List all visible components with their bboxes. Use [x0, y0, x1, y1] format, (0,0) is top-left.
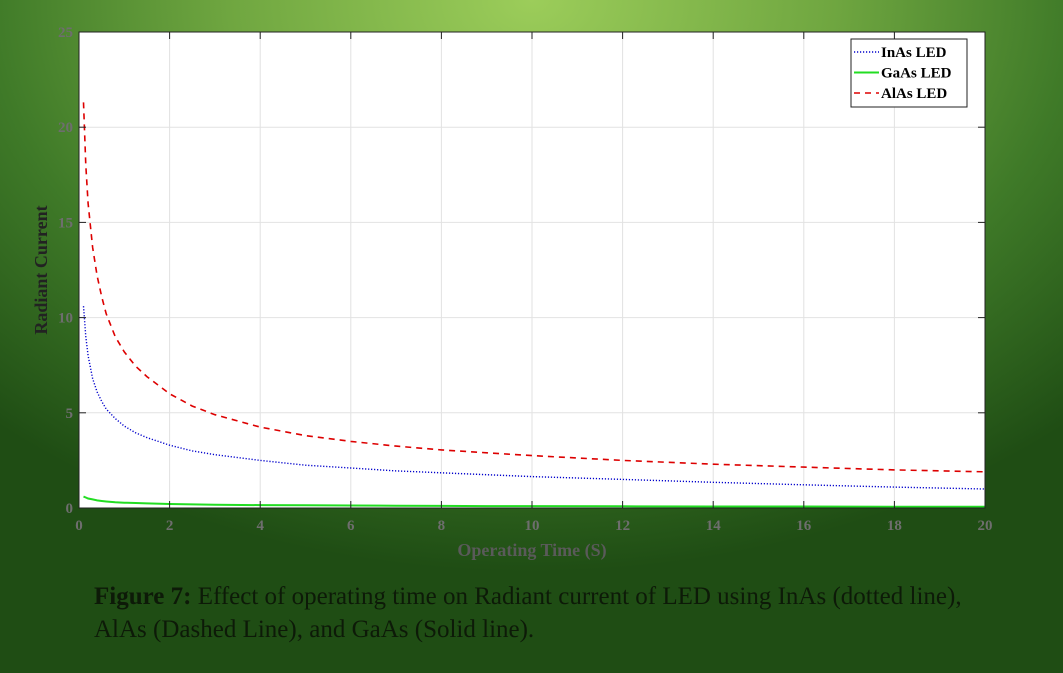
- series-line-alas-led: [82, 102, 986, 473]
- y-tick-label: 25: [58, 25, 73, 41]
- legend-entry: InAs LED: [881, 45, 947, 61]
- x-tick-label: 12: [615, 518, 630, 534]
- axis-ticks: 0 2 4 6 8 10 12 14 16 18 20 0 5 10 15 20 25: [58, 25, 993, 534]
- x-tick-label: 8: [438, 518, 446, 534]
- x-tick-label: 6: [347, 518, 355, 534]
- figure-caption: Figure 7: Effect of operating time on Ra…: [94, 580, 1014, 646]
- x-tick-label: 20: [978, 518, 993, 534]
- caption-text: Effect of operating time on Radiant curr…: [94, 583, 962, 643]
- y-tick-label: 10: [58, 311, 73, 327]
- legend: InAs LED GaAs LED AlAs LED: [850, 38, 968, 108]
- caption-label: Figure 7:: [94, 583, 192, 610]
- y-tick-label: 5: [66, 406, 74, 422]
- x-axis-label: Operating Time (S): [457, 540, 606, 561]
- series-line-gaas-led: [83, 495, 985, 508]
- x-tick-label: 14: [706, 518, 722, 534]
- x-tick-label: 16: [796, 518, 812, 534]
- y-tick-label: 0: [66, 501, 74, 517]
- legend-entry: GaAs LED: [881, 66, 952, 82]
- series-lines: [82, 102, 986, 508]
- x-tick-label: 0: [75, 518, 83, 534]
- y-tick-label: 15: [58, 215, 73, 231]
- y-axis-label: Radiant Current: [31, 205, 51, 334]
- legend-entry: AlAs LED: [881, 86, 947, 102]
- x-tick-label: 10: [525, 518, 540, 534]
- x-tick-label: 18: [887, 518, 902, 534]
- y-tick-label: 20: [58, 120, 73, 136]
- x-tick-label: 2: [166, 518, 174, 534]
- x-tick-label: 4: [256, 518, 264, 534]
